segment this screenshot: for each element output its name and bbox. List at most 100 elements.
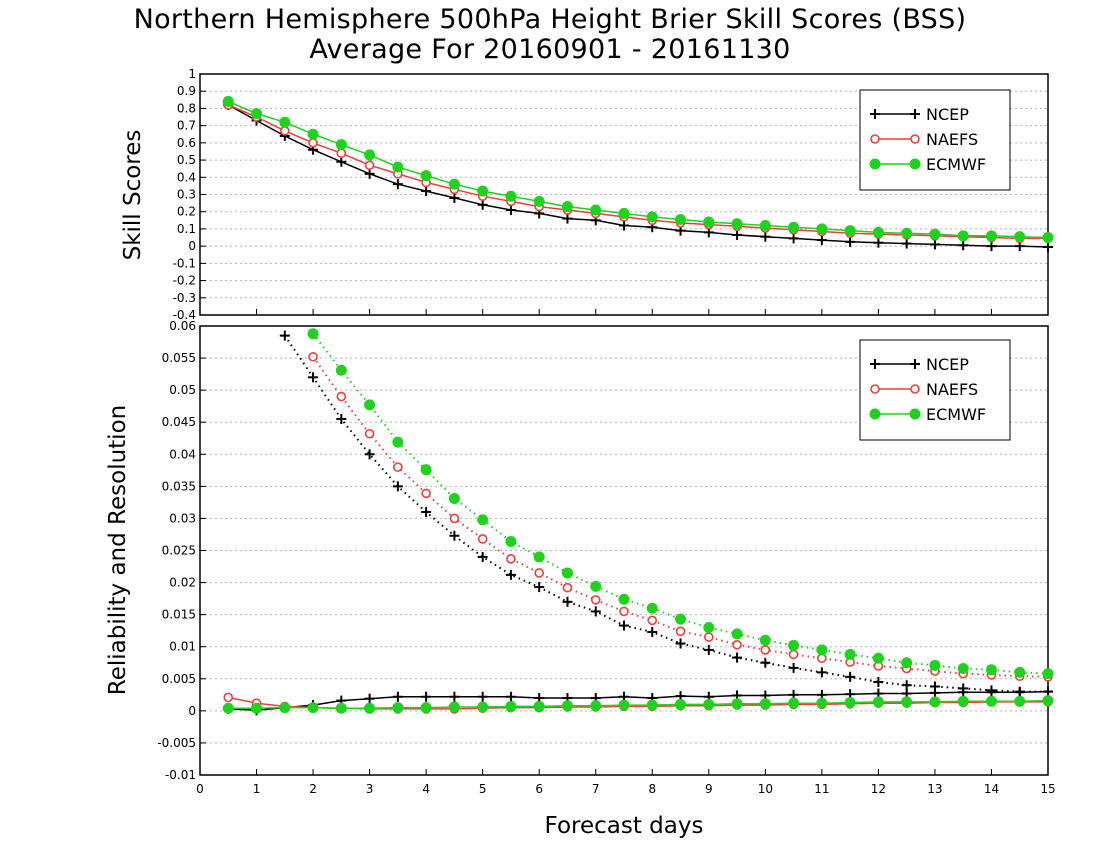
data-point — [505, 569, 516, 580]
y-tick-label: 0.3 — [177, 188, 196, 202]
y-axis-label: Reliability and Resolution — [105, 405, 131, 695]
data-point — [731, 628, 743, 640]
data-point — [957, 663, 969, 675]
data-point — [1014, 666, 1026, 678]
data-point — [703, 216, 715, 228]
data-point — [1014, 695, 1026, 707]
legend-box — [859, 89, 1011, 191]
data-point — [335, 139, 347, 151]
x-tick-label: 12 — [871, 782, 886, 796]
data-point — [816, 697, 828, 709]
data-point — [618, 699, 630, 711]
x-tick-label: 11 — [814, 782, 829, 796]
x-tick-label: 4 — [422, 782, 430, 796]
y-tick-label: -0.2 — [173, 274, 196, 288]
data-point — [958, 687, 969, 698]
legend: NCEP NAEFS ECMWF — [859, 339, 1011, 441]
data-point — [505, 536, 517, 548]
legend-item-ncep: NCEP — [870, 105, 969, 124]
data-point — [1014, 687, 1025, 698]
data-point — [732, 229, 743, 240]
data-point — [985, 664, 997, 676]
y-tick-label: 0.005 — [162, 672, 196, 686]
data-point — [448, 493, 460, 505]
legend-marker — [909, 408, 921, 420]
data-point — [308, 372, 319, 383]
data-point — [929, 228, 941, 240]
data-point — [1043, 242, 1053, 253]
data-point — [901, 680, 912, 691]
data-point — [646, 602, 658, 614]
data-point — [985, 230, 997, 242]
data-point — [562, 582, 573, 593]
data-point — [618, 207, 630, 219]
y-axis-label: Skill Scores — [120, 130, 146, 261]
data-point — [759, 634, 771, 646]
data-point — [901, 657, 913, 669]
data-point — [420, 464, 432, 476]
data-point — [533, 551, 545, 563]
legend-box — [859, 339, 1011, 441]
legend-label: ECMWF — [926, 405, 986, 424]
legend-marker — [869, 158, 881, 170]
legend-label: ECMWF — [926, 155, 986, 174]
data-point — [619, 606, 629, 617]
y-tick-label: 0.055 — [162, 351, 196, 365]
data-point — [590, 580, 602, 592]
data-point — [449, 192, 460, 203]
data-point — [364, 149, 376, 161]
data-point — [929, 687, 940, 698]
data-point — [760, 657, 771, 668]
data-point — [307, 702, 319, 714]
data-point — [901, 696, 913, 708]
data-point — [364, 428, 375, 439]
data-point — [420, 702, 432, 714]
data-point — [873, 237, 884, 248]
x-tick-label: 13 — [927, 782, 942, 796]
data-point — [223, 692, 234, 703]
data-point — [477, 534, 488, 544]
data-point — [421, 186, 432, 197]
y-tick-label: 0.01 — [169, 640, 196, 654]
data-point — [872, 652, 884, 664]
x-tick-label: 9 — [705, 782, 713, 796]
legend-label: NAEFS — [926, 130, 978, 149]
data-point — [533, 195, 545, 207]
legend-marker — [910, 134, 920, 144]
y-tick-label: 0.7 — [177, 119, 196, 133]
legend: NCEP NAEFS ECMWF — [859, 89, 1011, 191]
x-tick-label: 10 — [758, 782, 773, 796]
data-point — [731, 218, 743, 230]
data-point — [760, 231, 771, 242]
data-point — [901, 227, 913, 239]
data-point — [788, 697, 800, 709]
data-point — [759, 698, 771, 710]
data-point — [421, 507, 432, 518]
data-point — [618, 593, 630, 605]
data-point — [816, 667, 827, 678]
data-point — [647, 615, 658, 626]
y-tick-label: 0.8 — [177, 101, 196, 115]
data-point — [675, 613, 687, 625]
data-point — [844, 697, 856, 709]
data-point — [590, 700, 602, 712]
data-point — [986, 241, 997, 252]
data-point — [901, 238, 912, 249]
data-point — [872, 696, 884, 708]
y-tick-label: 0.025 — [162, 544, 196, 558]
x-tick-label: 1 — [253, 782, 261, 796]
data-point — [505, 700, 517, 712]
data-point — [1042, 695, 1054, 707]
data-point — [222, 702, 234, 714]
data-point — [590, 204, 602, 216]
top-panel-skill-scores: -0.4 -0.3 -0.2 -0.1 0 0.1 0.2 0.3 0.4 0.5 0.6 0.7 0.… — [120, 67, 1054, 322]
y-tick-label: 0 — [188, 239, 196, 253]
data-point — [703, 621, 715, 633]
y-tick-label: 0.5 — [177, 153, 196, 167]
legend-marker — [910, 109, 920, 119]
data-point — [336, 391, 347, 402]
x-tick-label: 15 — [1040, 782, 1055, 796]
data-point — [364, 168, 375, 179]
data-point — [788, 639, 800, 651]
